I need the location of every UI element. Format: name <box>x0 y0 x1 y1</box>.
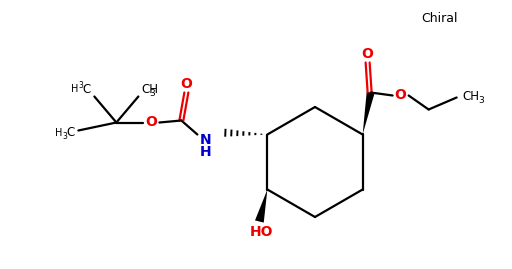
Text: 3: 3 <box>62 132 67 141</box>
Text: 3: 3 <box>78 81 83 90</box>
Text: 3: 3 <box>479 96 484 105</box>
Text: N: N <box>200 133 211 147</box>
Text: C: C <box>66 126 74 139</box>
Polygon shape <box>255 189 267 222</box>
Text: O: O <box>145 115 157 129</box>
Text: O: O <box>395 89 407 102</box>
Text: C: C <box>82 83 91 96</box>
Text: O: O <box>180 77 193 91</box>
Text: Chiral: Chiral <box>422 12 458 24</box>
Text: H: H <box>200 146 211 160</box>
Text: H: H <box>55 128 62 137</box>
Text: H: H <box>71 84 78 94</box>
Text: O: O <box>361 48 374 62</box>
Text: CH: CH <box>462 90 479 103</box>
Polygon shape <box>362 92 375 134</box>
Text: 3: 3 <box>150 89 155 98</box>
Text: CH: CH <box>141 83 158 96</box>
Text: HO: HO <box>250 225 273 239</box>
